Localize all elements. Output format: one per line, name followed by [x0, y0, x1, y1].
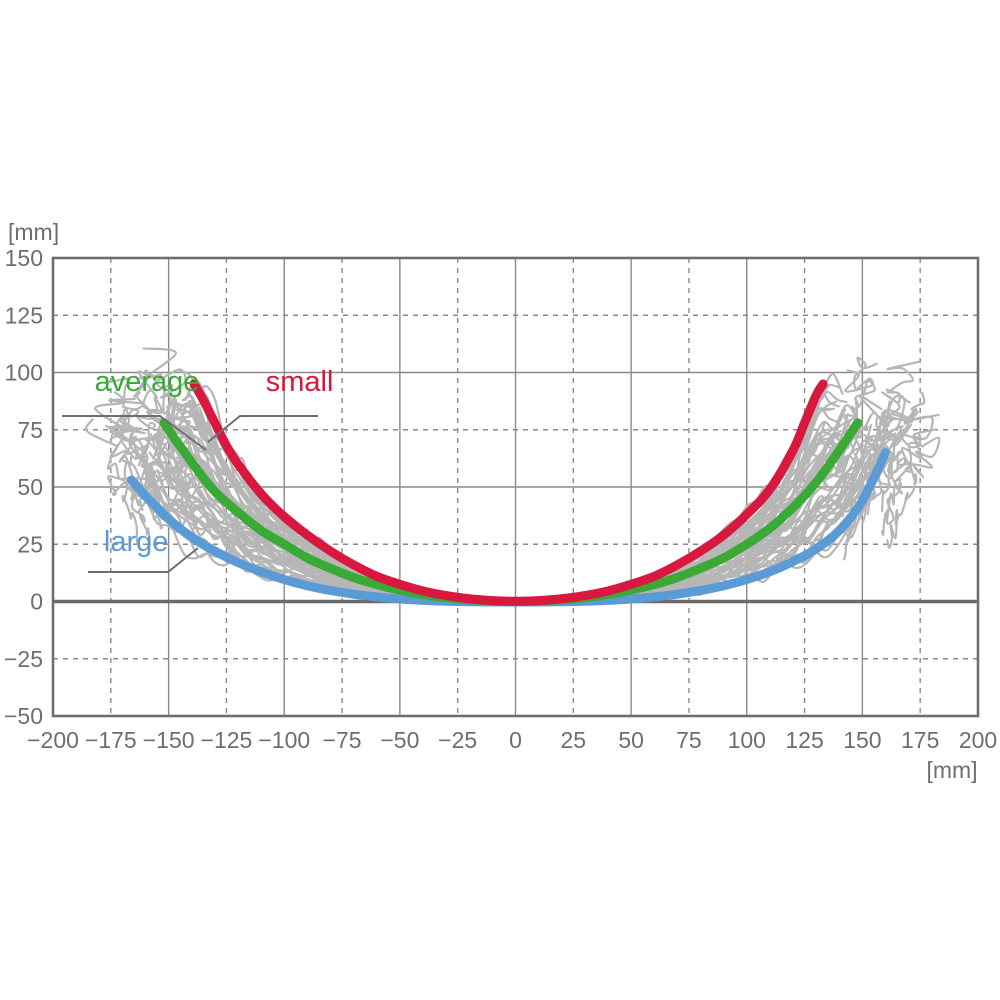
- x-tick-label: 150: [843, 727, 881, 753]
- series-annotations: average small large: [95, 366, 334, 558]
- x-tick-label: 100: [728, 727, 766, 753]
- leader-line-small: [207, 415, 318, 443]
- plot-frame: [51, 256, 980, 718]
- y-axis-tick-labels: −50 −25 0 25 50 75 100 125 150: [4, 245, 43, 729]
- measurement-traces: [85, 347, 941, 604]
- x-tick-label: −50: [380, 727, 419, 753]
- x-tick-label: −100: [258, 727, 310, 753]
- x-tick-label: −125: [201, 727, 253, 753]
- x-tick-label: −75: [323, 727, 362, 753]
- x-axis-unit-label: [mm]: [926, 757, 977, 783]
- x-tick-label: 50: [618, 727, 644, 753]
- x-tick-label: 75: [676, 727, 702, 753]
- y-tick-label: −25: [4, 646, 43, 672]
- leader-line-average: [62, 415, 207, 451]
- y-tick-label: 75: [17, 417, 43, 443]
- y-tick-label: 125: [5, 302, 43, 328]
- x-tick-label: 25: [561, 727, 587, 753]
- y-tick-label: 0: [30, 589, 43, 615]
- leader-line-large: [88, 547, 199, 573]
- y-axis-unit-label: [mm]: [8, 219, 59, 245]
- x-tick-label: 0: [509, 727, 522, 753]
- x-tick-label: −175: [85, 727, 137, 753]
- series-curves: [127, 379, 890, 607]
- x-axis-tick-labels: −200 −175 −150 −125 −100 −75 −50 −25 0 25 50 75 100 1…: [27, 727, 997, 753]
- annotation-label-average: average: [95, 366, 200, 398]
- x-tick-label: 125: [785, 727, 823, 753]
- x-tick-label: −200: [27, 727, 79, 753]
- x-tick-label: 200: [959, 727, 997, 753]
- y-tick-label: −50: [4, 703, 43, 729]
- x-tick-label: −25: [438, 727, 477, 753]
- annotation-label-large: large: [104, 526, 169, 558]
- x-tick-label: 175: [901, 727, 939, 753]
- curve-small: [189, 379, 828, 606]
- annotation-label-small: small: [266, 366, 334, 398]
- x-tick-label: −150: [143, 727, 195, 753]
- y-tick-label: 50: [17, 474, 43, 500]
- y-tick-label: 100: [5, 360, 43, 386]
- y-tick-label: 150: [5, 245, 43, 271]
- annotation-leaders: [62, 415, 318, 573]
- y-tick-label: 25: [17, 531, 43, 557]
